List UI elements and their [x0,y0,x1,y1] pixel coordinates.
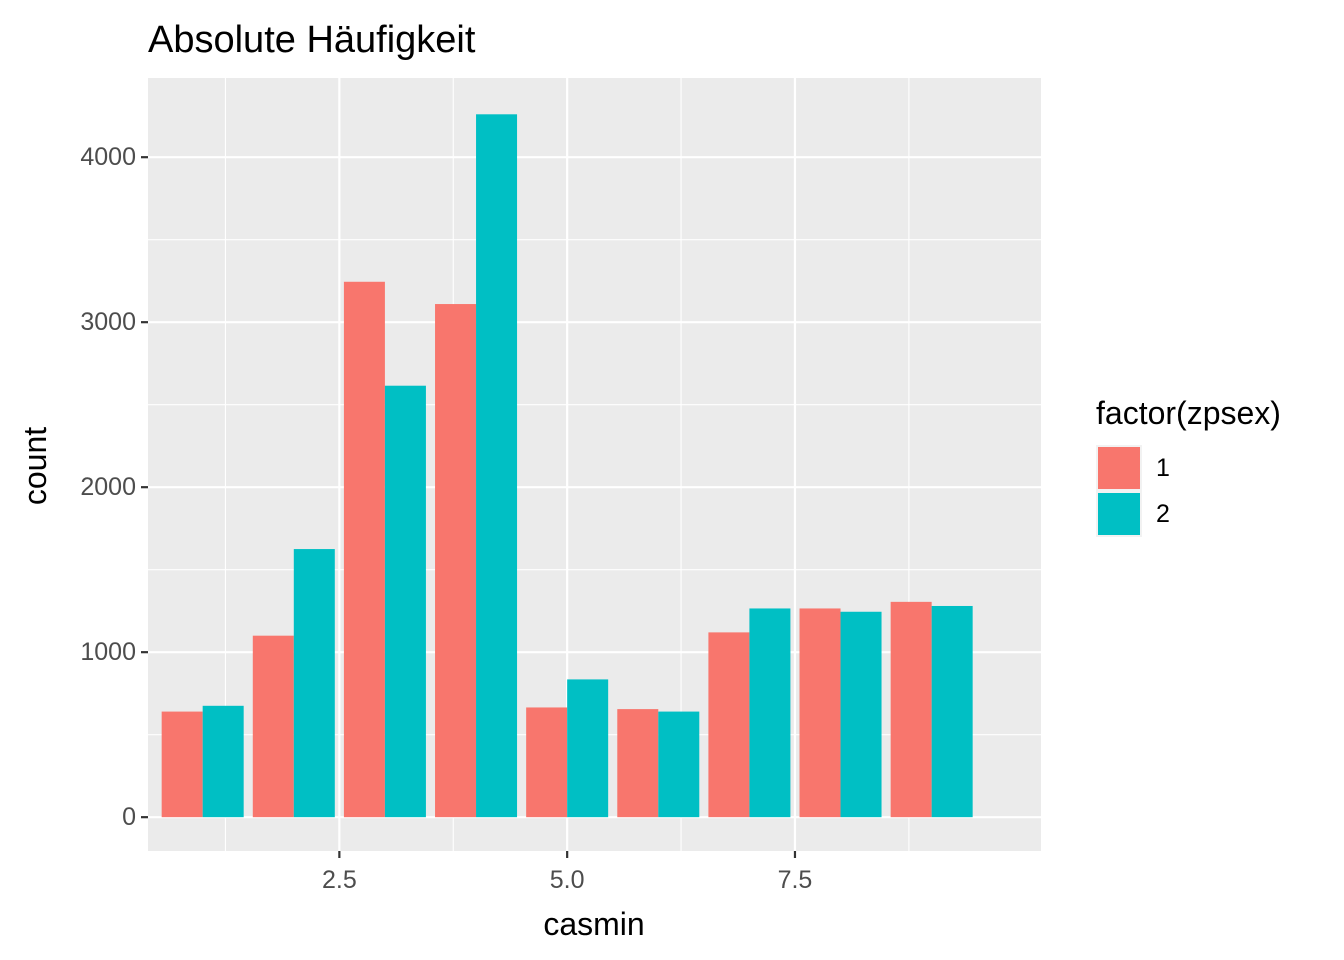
y-tick-label: 4000 [80,143,136,171]
legend: factor(zpsex) 12 [1096,395,1281,537]
bar-series-1-x-1 [161,711,203,818]
bar-series-2-x-8 [840,611,882,818]
x-tick-label: 5.0 [550,866,585,894]
bar-series-1-x-4 [435,304,477,818]
bar-series-1-x-6 [617,709,659,818]
x-axis-title: casmin [543,906,644,942]
y-tick-label: 3000 [80,308,136,336]
bars [161,114,973,818]
bar-series-1-x-7 [708,632,750,818]
bar-series-2-x-4 [476,114,518,818]
x-tick-label: 7.5 [778,866,813,894]
y-tick-label: 1000 [80,638,136,666]
x-axis: 2.5 5.0 7.5 [322,851,812,894]
bar-series-1-x-2 [252,635,294,818]
y-axis: 0 1000 2000 3000 4000 [80,143,148,831]
y-tick-label: 0 [122,803,136,831]
bar-series-1-x-8 [799,608,841,818]
chart-title: Absolute Häufigkeit [148,19,476,61]
legend-label: 1 [1156,454,1170,482]
bar-series-2-x-3 [384,385,426,818]
plot-panel [148,78,1041,851]
legend-key-swatch [1098,447,1140,489]
bar-series-2-x-6 [658,711,700,818]
x-tick-label: 2.5 [322,866,357,894]
legend-items: 12 [1096,445,1170,537]
bar-series-2-x-2 [293,549,335,818]
legend-key-swatch [1098,493,1140,535]
bar-series-2-x-5 [567,679,609,818]
bar-series-1-x-3 [343,281,385,818]
legend-title: factor(zpsex) [1096,395,1281,431]
bar-series-2-x-9 [931,605,973,818]
bar-series-1-x-9 [890,601,932,818]
bar-series-1-x-5 [526,707,568,818]
bar-series-2-x-1 [202,705,244,818]
legend-item-1: 1 [1096,445,1170,491]
bar-series-2-x-7 [749,608,791,818]
y-tick-label: 2000 [80,473,136,501]
y-axis-title: count [17,427,53,505]
legend-label: 2 [1156,500,1170,528]
legend-item-2: 2 [1096,491,1170,537]
